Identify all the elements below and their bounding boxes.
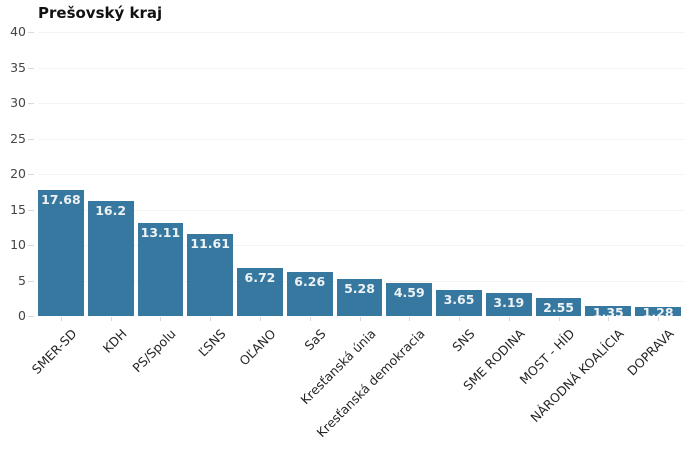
bar-value-label: 1.35	[592, 306, 624, 316]
y-tick-mark	[28, 103, 34, 104]
bar-value-label: 13.11	[140, 224, 181, 240]
y-gridline	[38, 32, 685, 33]
x-tick-mark	[558, 317, 560, 321]
bar-value-label: 3.65	[443, 292, 475, 308]
y-gridline	[38, 103, 685, 104]
y-axis-tick-label: 5	[18, 272, 26, 288]
bar[interactable]: 1.35	[585, 306, 632, 316]
bar[interactable]: 5.28	[336, 278, 383, 316]
y-tick-mark	[28, 32, 34, 33]
y-axis-tick-label: 20	[10, 166, 26, 181]
y-axis-tick-label: 25	[10, 130, 26, 146]
bar[interactable]: 11.61	[187, 233, 234, 316]
y-gridline	[38, 138, 685, 140]
x-tick-mark	[160, 317, 162, 321]
y-axis-tick-label: 40	[10, 24, 26, 39]
y-axis-tick-label: 0	[18, 308, 26, 323]
chart-title: Prešovský kraj	[38, 4, 163, 22]
x-tick-mark	[658, 317, 660, 321]
bar[interactable]: 6.72	[237, 268, 283, 316]
bar-value-label: 6.26	[294, 273, 326, 289]
x-tick-mark	[259, 317, 261, 321]
bar-value-label: 2.55	[543, 299, 574, 315]
y-gridline	[38, 245, 685, 246]
y-tick-mark	[28, 138, 34, 140]
bar[interactable]: 2.55	[535, 297, 582, 316]
x-tick-mark	[459, 317, 461, 321]
x-tick-mark	[110, 317, 112, 321]
bar-value-label: 5.28	[344, 280, 375, 296]
x-tick-mark	[359, 317, 361, 321]
y-axis-tick-label: 30	[10, 95, 26, 110]
bar[interactable]: 1.28	[635, 306, 681, 316]
y-tick-mark	[28, 280, 34, 282]
x-tick-mark	[608, 317, 610, 321]
y-axis-tick-label: 15	[10, 201, 26, 217]
bar-value-label: 16.2	[95, 202, 127, 218]
x-tick-mark	[210, 317, 212, 321]
bar[interactable]: 16.2	[87, 200, 134, 316]
y-axis-tick-label: 35	[10, 59, 26, 75]
y-tick-mark	[28, 245, 34, 246]
x-tick-mark	[409, 317, 411, 321]
bar-value-label: 4.59	[393, 285, 425, 301]
bar-value-label: 3.19	[493, 295, 525, 311]
bar-value-label: 1.28	[642, 306, 674, 316]
y-gridline	[38, 174, 685, 175]
bar[interactable]: 3.19	[485, 293, 532, 316]
bar[interactable]: 3.65	[436, 290, 482, 316]
bar[interactable]: 13.11	[137, 222, 184, 316]
bar-value-label: 6.72	[244, 270, 276, 286]
y-tick-mark	[28, 67, 34, 69]
y-gridline	[38, 209, 685, 211]
y-tick-mark	[28, 209, 34, 211]
y-tick-mark	[28, 174, 34, 175]
x-tick-mark	[309, 317, 311, 321]
bar[interactable]: 17.68	[38, 190, 84, 316]
y-axis-tick-label: 10	[10, 237, 26, 252]
y-gridline	[38, 67, 685, 69]
bar[interactable]: 4.59	[386, 283, 433, 316]
x-tick-mark	[60, 317, 62, 321]
bar-value-label: 17.68	[41, 192, 81, 208]
bar-value-label: 11.61	[190, 235, 230, 251]
y-tick-mark	[28, 316, 34, 317]
bar[interactable]: 6.26	[286, 271, 333, 316]
x-tick-mark	[508, 317, 510, 321]
